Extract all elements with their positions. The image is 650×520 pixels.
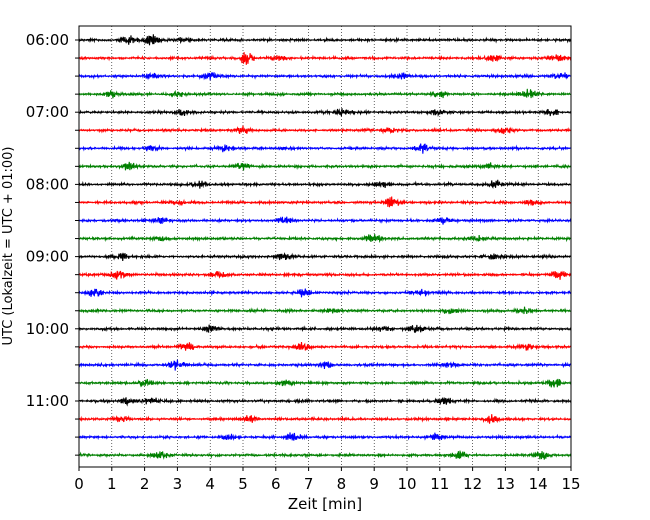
trace-line <box>78 216 572 225</box>
y-tick-label: 09:00 <box>26 248 69 266</box>
x-tick-label: 7 <box>304 475 314 493</box>
y-tick-label: 10:00 <box>26 320 69 338</box>
trace-line <box>78 432 572 441</box>
x-tick-label: 8 <box>337 475 347 493</box>
x-tick-label: 13 <box>496 475 515 493</box>
trace-line <box>78 270 572 280</box>
trace-line <box>78 306 572 315</box>
trace-lines <box>78 34 572 460</box>
y-tick-label: 08:00 <box>26 175 69 193</box>
trace-line <box>78 34 572 46</box>
trace-line <box>78 359 572 371</box>
trace-line <box>78 125 572 135</box>
x-tick-label: 0 <box>74 475 84 493</box>
trace-line <box>78 396 572 407</box>
x-tick-label: 14 <box>529 475 548 493</box>
x-tick-label: 3 <box>173 475 183 493</box>
trace-line <box>78 88 572 99</box>
trace-line <box>78 143 572 154</box>
trace-line <box>78 161 572 171</box>
y-tick-label: 11:00 <box>26 392 69 410</box>
y-axis-label: UTC (Lokalzeit = UTC + 01:00) <box>1 147 16 346</box>
trace-line <box>78 179 572 189</box>
trace-line <box>78 341 572 351</box>
x-tick-label: 6 <box>271 475 281 493</box>
trace-line <box>78 234 572 244</box>
x-tick-label: 11 <box>430 475 449 493</box>
trace-line <box>78 252 572 261</box>
y-axis-ticks: 06:00 07:00 08:00 09:00 10:00 11:00 <box>26 31 79 456</box>
x-tick-label: 5 <box>238 475 248 493</box>
x-tick-label: 2 <box>140 475 150 493</box>
trace-line <box>78 108 572 118</box>
trace-line <box>78 52 572 65</box>
trace-line <box>78 378 572 388</box>
trace-line <box>78 450 572 460</box>
trace-line <box>78 71 572 81</box>
x-axis-label: Zeit [min] <box>288 495 362 513</box>
x-tick-label: 9 <box>369 475 379 493</box>
trace-line <box>78 324 572 334</box>
x-tick-label: 15 <box>561 475 580 493</box>
trace-line <box>78 288 572 298</box>
trace-line <box>78 414 572 424</box>
x-tick-label: 4 <box>205 475 215 493</box>
y-tick-label: 06:00 <box>26 31 69 49</box>
y-tick-label: 07:00 <box>26 103 69 121</box>
x-tick-label: 12 <box>463 475 482 493</box>
plot-frame <box>78 25 572 468</box>
trace-line <box>78 196 571 208</box>
x-axis-ticks: 0 1 2 3 4 5 6 7 8 9 10 11 12 13 14 15 <box>74 467 581 493</box>
x-tick-label: 10 <box>397 475 416 493</box>
x-tick-label: 1 <box>107 475 117 493</box>
